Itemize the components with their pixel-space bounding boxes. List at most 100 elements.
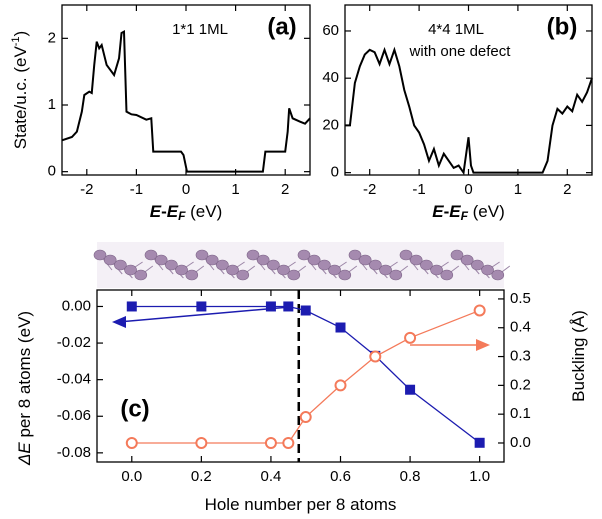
- y-tick-label: -0.08: [57, 444, 91, 461]
- marker: [125, 436, 138, 449]
- label-part: (eV): [185, 202, 222, 221]
- y-tick-label: 0: [48, 163, 56, 180]
- annotation: 4*4 1ML: [428, 21, 484, 38]
- plot-frame: [96, 289, 505, 463]
- dos-line: [345, 46, 593, 176]
- arrow-head: [476, 339, 490, 351]
- label-part: (eV): [468, 202, 505, 221]
- atom: [165, 259, 178, 271]
- series-line: [131, 309, 480, 444]
- x-tick-label: 0.6: [330, 468, 351, 485]
- y-tick-label: 1: [48, 96, 56, 113]
- marker: [335, 322, 346, 333]
- x-label: E-EF (eV): [150, 202, 223, 223]
- label-part: Hole number per 8 atoms: [205, 495, 397, 514]
- atom: [154, 254, 168, 266]
- y-tick-label: -0.04: [57, 371, 91, 388]
- arrow: [117, 306, 291, 323]
- atom: [409, 254, 423, 266]
- dos-line: [61, 30, 311, 173]
- y2-tick-label: 0.3: [510, 348, 531, 365]
- atom: [440, 269, 454, 281]
- atom: [358, 254, 372, 266]
- label-part: E: [150, 202, 162, 221]
- atom: [93, 249, 107, 261]
- atom: [226, 264, 239, 276]
- marker: [195, 436, 208, 449]
- marker: [369, 350, 382, 363]
- atom: [236, 269, 250, 281]
- y2-tick-label: 0.1: [510, 405, 531, 422]
- x-tick-label: 1: [514, 181, 522, 198]
- atom: [297, 249, 311, 261]
- marker: [283, 301, 294, 312]
- x-tick-label: -2: [363, 181, 376, 198]
- atom: [287, 269, 301, 281]
- atom: [185, 269, 199, 281]
- label-part: -: [161, 202, 167, 221]
- marker: [334, 379, 347, 392]
- atom: [216, 259, 229, 271]
- x-tick-label: 0.8: [400, 468, 421, 485]
- x-tick-label: -1: [130, 181, 143, 198]
- label-part: F: [178, 209, 186, 223]
- atom: [460, 254, 474, 266]
- x-tick-label: 1.0: [469, 468, 490, 485]
- x-tick-label: -1: [412, 181, 425, 198]
- y-tick-label: 20: [322, 116, 339, 133]
- strip-bg: [97, 242, 504, 288]
- atom: [277, 264, 290, 276]
- label-part: E: [449, 202, 461, 221]
- atom-strip: [93, 242, 511, 288]
- marker: [265, 301, 276, 312]
- atom: [491, 269, 505, 281]
- label-part: E: [432, 202, 444, 221]
- marker: [473, 304, 486, 317]
- marker: [474, 437, 485, 448]
- atom: [450, 249, 464, 261]
- atom: [175, 264, 188, 276]
- y-tick-label: -0.06: [57, 407, 91, 424]
- arrow-head: [112, 316, 126, 328]
- y-tick-label: 40: [322, 69, 339, 86]
- label-part: Buckling (Å): [569, 310, 588, 402]
- annotation: 1*1 1ML: [172, 21, 228, 38]
- label-part: E: [167, 202, 179, 221]
- label-part: ): [11, 31, 30, 37]
- atom: [430, 264, 443, 276]
- x-tick-label: 1: [231, 181, 239, 198]
- x-label: E-EF (eV): [432, 202, 505, 223]
- marker: [405, 384, 416, 395]
- annotation: (c): [120, 395, 149, 422]
- annotation: (a): [267, 13, 296, 40]
- x-tick-label: -2: [80, 181, 93, 198]
- y2-tick-label: 0.5: [510, 290, 531, 307]
- y2-tick-label: 0.0: [510, 434, 531, 451]
- marker: [299, 411, 312, 424]
- atom: [267, 259, 280, 271]
- x-tick-label: 0.2: [191, 468, 212, 485]
- atom: [144, 249, 158, 261]
- y-label: ΔE per 8 atoms (eV): [15, 311, 34, 466]
- label-part: -: [444, 202, 450, 221]
- y2-tick-label: 0.2: [510, 376, 531, 393]
- atom: [246, 249, 260, 261]
- x-tick-label: 0.0: [121, 468, 142, 485]
- y-tick-label: 60: [322, 22, 339, 39]
- marker: [264, 436, 277, 449]
- atom: [471, 259, 484, 271]
- x-tick-label: 2: [281, 181, 289, 198]
- marker: [282, 436, 295, 449]
- marker: [126, 301, 137, 312]
- y2-label: Buckling (Å): [569, 310, 588, 402]
- atom: [205, 254, 219, 266]
- atom: [328, 264, 341, 276]
- y-tick-label: -0.02: [57, 334, 91, 351]
- label-part: ΔE: [15, 442, 34, 466]
- y2-tick-label: 0.4: [510, 319, 531, 336]
- atom: [195, 249, 209, 261]
- y-label: State/u.c. (eV-1): [10, 31, 31, 149]
- atom: [124, 264, 137, 276]
- x-tick-label: 0: [464, 181, 472, 198]
- label-part: State/u.c. (eV: [11, 46, 30, 150]
